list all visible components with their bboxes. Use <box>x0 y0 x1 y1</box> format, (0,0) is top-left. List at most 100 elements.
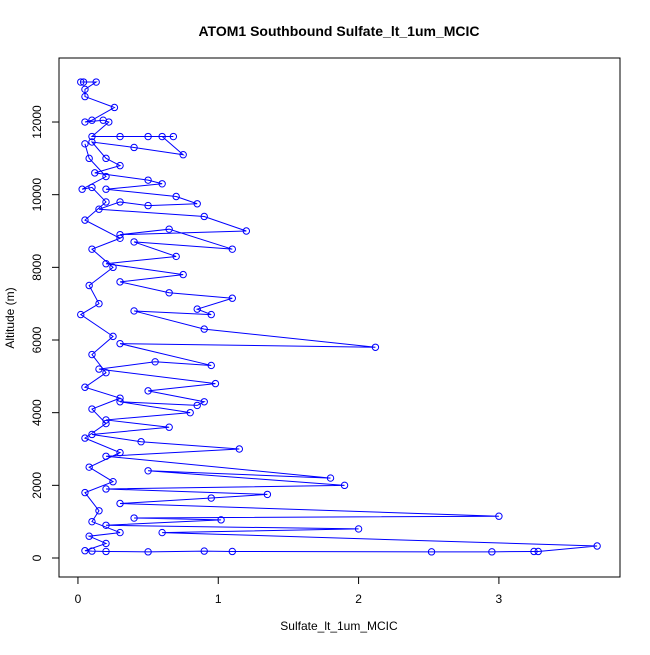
data-point <box>130 238 138 246</box>
x-tick-label: 0 <box>75 592 82 606</box>
data-point <box>144 467 152 475</box>
data-point <box>77 78 85 86</box>
y-tick-label: 12000 <box>30 105 44 139</box>
data-point <box>116 278 124 286</box>
data-point <box>144 132 152 141</box>
data-point <box>116 132 124 141</box>
data-point <box>81 118 89 126</box>
data-point <box>81 488 89 497</box>
data-point <box>207 361 215 370</box>
data-point <box>85 463 93 471</box>
data-point <box>116 161 124 170</box>
data-point <box>427 548 436 556</box>
x-axis-label: Sulfate_lt_1um_MCIC <box>280 619 398 633</box>
data-point <box>116 339 124 348</box>
data-point <box>193 200 201 208</box>
x-tick-label: 2 <box>355 592 362 606</box>
data-point <box>88 517 96 526</box>
data-point <box>371 343 380 351</box>
data-point <box>354 525 363 533</box>
data-point <box>116 230 124 239</box>
data-point <box>85 281 93 290</box>
data-point <box>228 294 236 302</box>
data-point <box>144 176 152 184</box>
data-point <box>88 245 96 253</box>
data-point <box>207 310 215 319</box>
data-point <box>102 260 110 268</box>
data-point <box>144 387 152 395</box>
data-point <box>81 85 89 94</box>
data-point <box>235 445 244 453</box>
data-point <box>102 521 110 529</box>
data-point <box>144 201 152 210</box>
data-point <box>116 448 124 457</box>
data-point <box>158 528 166 537</box>
data-point <box>488 548 496 556</box>
data-point <box>88 183 96 192</box>
data-point <box>193 305 201 313</box>
data-point <box>172 252 180 261</box>
series-line <box>79 81 598 553</box>
data-point <box>79 78 88 86</box>
y-tick-label: 2000 <box>30 472 44 499</box>
data-point <box>193 401 201 410</box>
data-point <box>211 379 220 388</box>
data-point <box>102 369 110 377</box>
data-point <box>81 547 89 555</box>
data-point <box>228 547 236 556</box>
x-tick-label: 3 <box>496 592 503 606</box>
data-point <box>110 103 119 112</box>
data-point <box>88 430 96 439</box>
data-point <box>593 542 601 550</box>
x-tick-label: 1 <box>215 592 222 606</box>
data-point <box>85 532 93 540</box>
data-point <box>116 234 124 242</box>
data-point <box>217 516 225 524</box>
data-point <box>200 212 208 221</box>
data-point <box>109 332 117 341</box>
data-point <box>263 490 272 499</box>
data-point <box>81 216 89 224</box>
data-point <box>88 350 96 359</box>
y-tick-label: 8000 <box>30 254 44 281</box>
data-point <box>165 423 173 431</box>
data-point <box>169 132 178 141</box>
data-point <box>88 116 96 124</box>
data-point <box>81 434 89 442</box>
y-tick-label: 4000 <box>30 399 44 426</box>
data-point <box>88 547 96 555</box>
data-point <box>95 507 103 515</box>
data-point <box>228 245 236 253</box>
y-axis-label: Altitude (m) <box>3 287 17 348</box>
data-point <box>326 474 335 482</box>
data-point <box>102 172 110 181</box>
data-point <box>165 289 173 297</box>
data-point <box>130 514 138 522</box>
data-point <box>340 481 349 490</box>
data-point <box>81 92 89 101</box>
data-point <box>116 398 124 406</box>
data-point <box>530 547 538 556</box>
data-point <box>102 416 110 424</box>
data-point <box>200 325 208 333</box>
data-point <box>91 169 99 177</box>
data-point <box>207 494 215 502</box>
data-point <box>179 151 187 159</box>
data-point <box>102 198 110 206</box>
data-point <box>172 192 180 201</box>
data-point <box>81 383 89 391</box>
data-point <box>116 198 124 206</box>
data-point <box>242 227 251 235</box>
data-point <box>151 358 159 366</box>
data-point <box>88 138 96 146</box>
data-point <box>102 485 110 493</box>
data-point <box>144 548 152 556</box>
data-point <box>78 185 86 193</box>
data-point <box>130 307 138 315</box>
data-point <box>109 263 117 272</box>
data-point <box>116 394 124 402</box>
data-point <box>158 180 166 188</box>
data-point <box>92 78 100 86</box>
data-point <box>102 452 110 460</box>
